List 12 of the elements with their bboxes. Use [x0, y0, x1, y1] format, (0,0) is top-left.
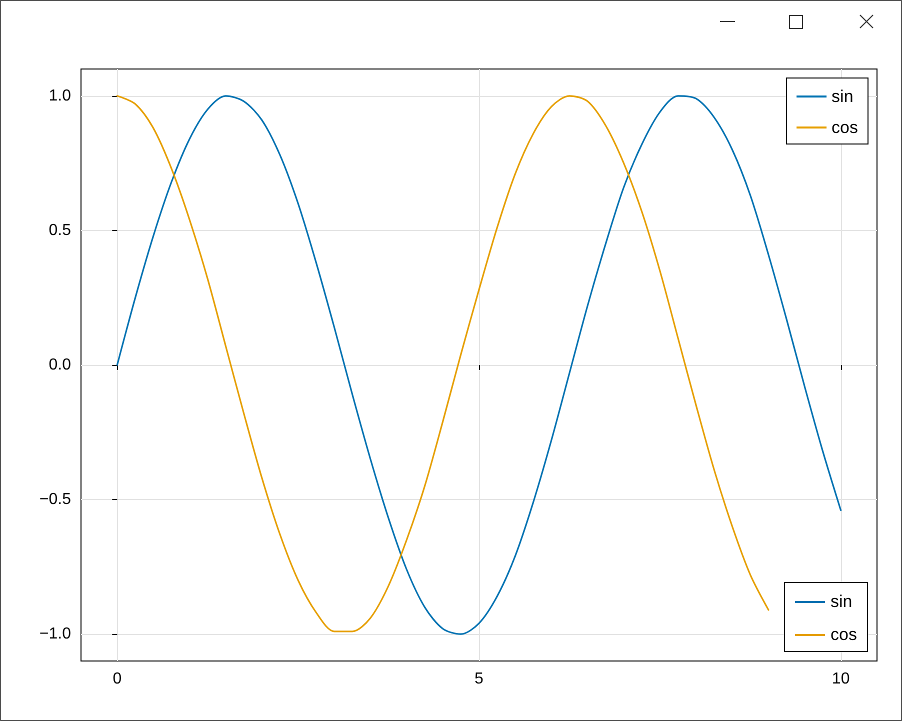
x-tick-label: 10 — [832, 670, 850, 688]
y-tick-label: 0.5 — [48, 222, 72, 239]
x-tick-label: 0 — [112, 670, 122, 688]
y-tick-label: −1.0 — [39, 626, 72, 643]
legend-box: sin cos — [784, 582, 868, 652]
text: cos — [832, 118, 858, 137]
legend-label: sin — [832, 87, 854, 106]
legend-label: cos — [830, 625, 857, 645]
y-tick-label: 1.0 — [48, 87, 72, 104]
x-tick-label: 5 — [474, 670, 484, 688]
y-tick-label: 0.0 — [48, 356, 72, 374]
y-tick-label: −0.5 — [39, 491, 72, 508]
